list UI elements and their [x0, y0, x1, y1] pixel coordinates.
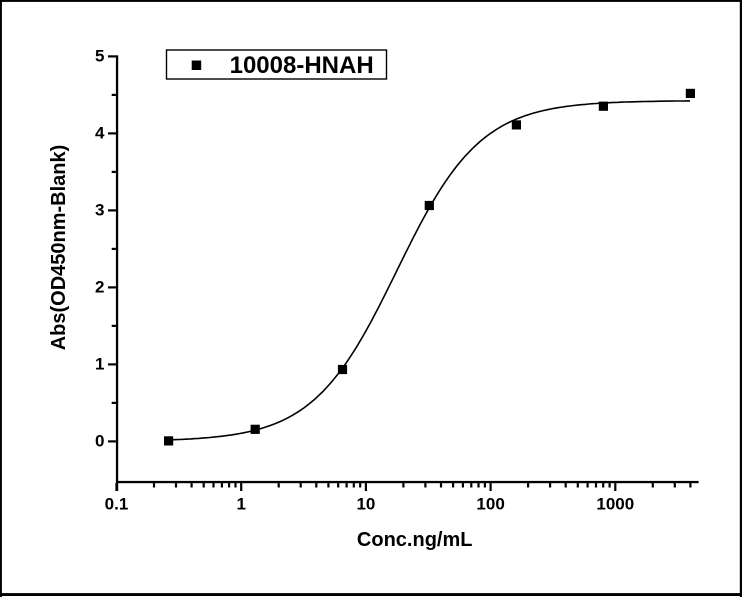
svg-text:5: 5 — [95, 47, 104, 66]
svg-text:0: 0 — [95, 432, 104, 451]
svg-text:0.1: 0.1 — [105, 494, 129, 513]
svg-text:1000: 1000 — [596, 494, 634, 513]
svg-text:4: 4 — [95, 124, 105, 143]
svg-text:1: 1 — [236, 494, 245, 513]
svg-text:100: 100 — [476, 494, 504, 513]
svg-text:Abs(OD450nm-Blank): Abs(OD450nm-Blank) — [48, 145, 70, 351]
svg-text:Conc.ng/mL: Conc.ng/mL — [357, 529, 473, 551]
svg-text:3: 3 — [95, 201, 104, 220]
svg-text:10008-HNAH: 10008-HNAH — [230, 52, 374, 79]
svg-text:1: 1 — [95, 355, 104, 374]
svg-text:2: 2 — [95, 278, 104, 297]
svg-text:10: 10 — [356, 494, 375, 513]
